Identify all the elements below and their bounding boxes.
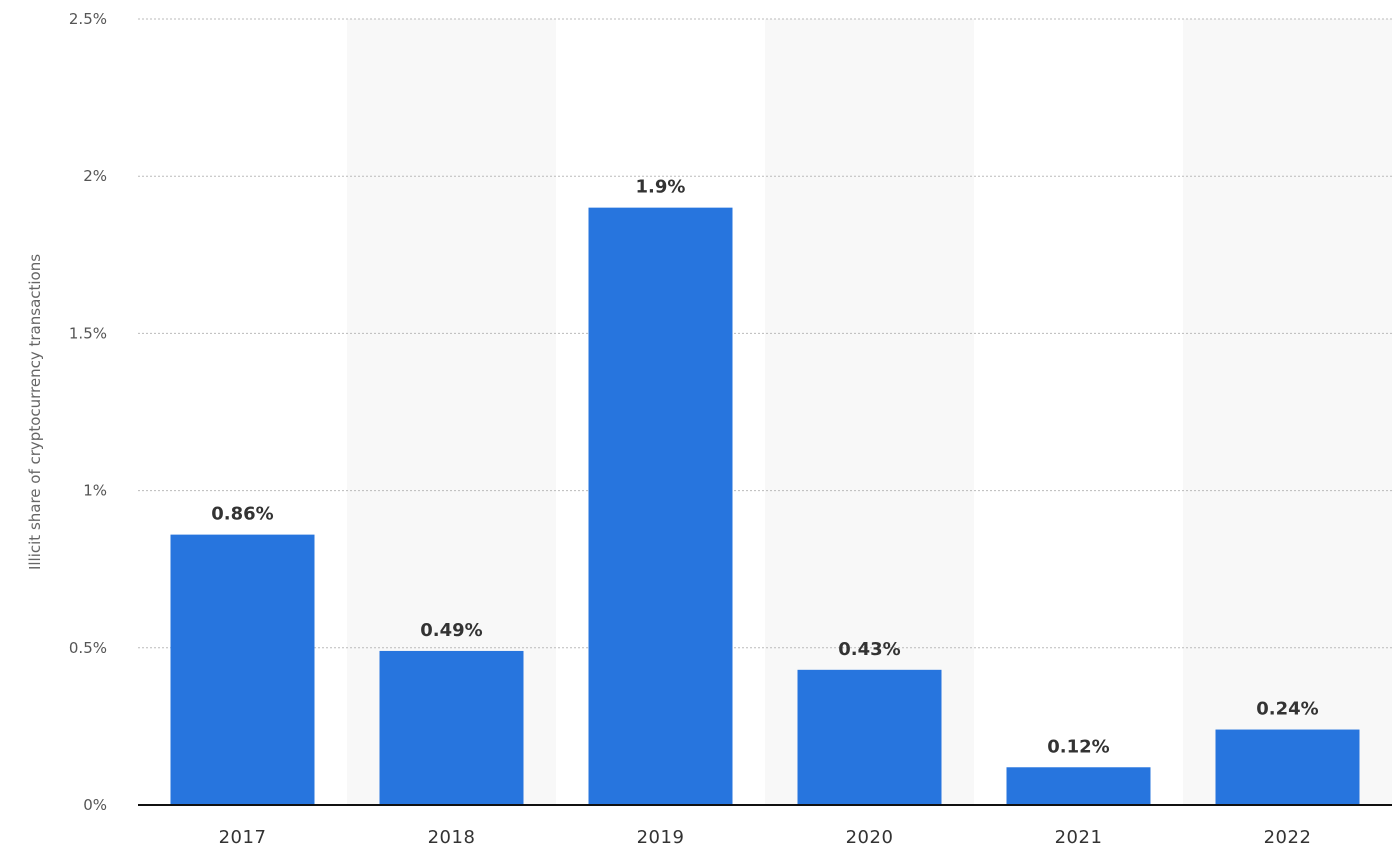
data-label: 0.86% bbox=[211, 504, 273, 525]
x-tick-label: 2021 bbox=[1055, 827, 1103, 848]
data-label: 0.49% bbox=[420, 620, 482, 641]
x-tick-label: 2020 bbox=[846, 827, 894, 848]
bar bbox=[1215, 729, 1360, 805]
y-tick-label: 2% bbox=[83, 167, 107, 185]
x-tick-label: 2022 bbox=[1264, 827, 1312, 848]
x-tick-label: 2019 bbox=[637, 827, 685, 848]
y-axis-ticks: 0% 0.5% 1% 1.5% 2% 2.5% bbox=[69, 10, 107, 814]
bar bbox=[1006, 767, 1151, 805]
data-label: 0.24% bbox=[1256, 699, 1318, 720]
y-tick-label: 0% bbox=[83, 796, 107, 814]
category-band bbox=[1183, 19, 1392, 805]
data-label: 1.9% bbox=[636, 177, 686, 198]
bar bbox=[797, 669, 942, 805]
bar bbox=[588, 207, 733, 805]
data-label: 0.43% bbox=[838, 639, 900, 660]
data-label: 0.12% bbox=[1047, 736, 1109, 757]
y-tick-label: 1% bbox=[83, 482, 107, 500]
bar bbox=[170, 534, 315, 805]
x-tick-label: 2018 bbox=[428, 827, 476, 848]
gridlines bbox=[138, 18, 1392, 649]
data-labels: 0.86% 0.49% 1.9% 0.43% 0.12% 0.24% bbox=[211, 177, 1318, 758]
category-bands bbox=[347, 19, 1392, 805]
bar bbox=[379, 650, 524, 805]
bars bbox=[170, 207, 1360, 805]
y-tick-label: 1.5% bbox=[69, 324, 107, 342]
y-tick-label: 0.5% bbox=[69, 639, 107, 657]
x-axis-ticks: 2017 2018 2019 2020 2021 2022 bbox=[219, 827, 1312, 848]
x-tick-label: 2017 bbox=[219, 827, 267, 848]
y-axis-title: Illicit share of cryptocurrency transact… bbox=[26, 254, 44, 570]
y-tick-label: 2.5% bbox=[69, 10, 107, 28]
